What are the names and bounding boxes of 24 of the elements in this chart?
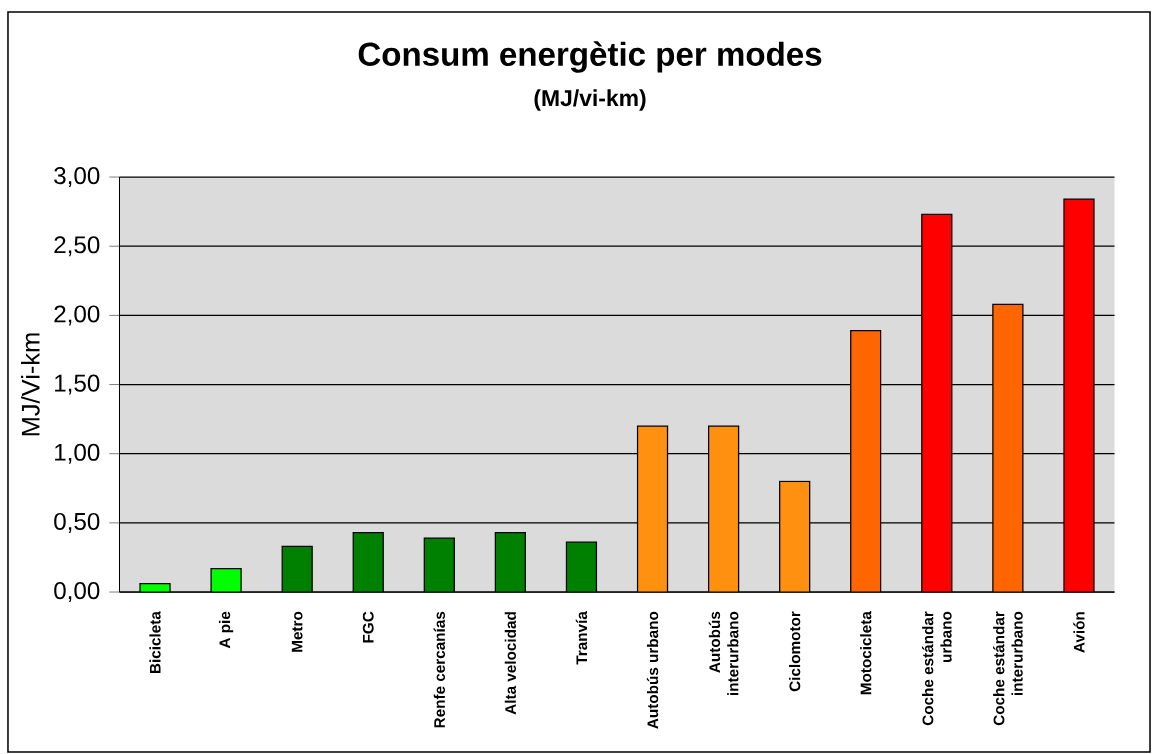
y-axis-title: MJ/Vi-km [21, 333, 40, 436]
x-tick-label: A pie [218, 611, 234, 649]
x-tick-label: Autobús interurbano [708, 611, 739, 695]
x-tick-label: Bicicleta [149, 611, 161, 674]
chart-title: Consum energètic per modes [358, 41, 822, 73]
x-tick-label: Coche estándar urbano [921, 611, 952, 726]
x-tick-label: Ciclomotor [789, 611, 801, 692]
x-tick-label: Renfe cercanías [433, 611, 445, 728]
x-tick-label: Tranvía [575, 611, 588, 665]
y-tick-label: 2,50 [54, 236, 100, 257]
x-tick-label: Motocicleta [860, 611, 872, 695]
x-tick-label: Autobús urbano [646, 611, 659, 729]
x-tick-label: Avión [1073, 612, 1085, 653]
y-tick-label: 1,50 [55, 374, 100, 395]
y-tick-label: 0,50 [54, 512, 100, 533]
y-tick-label: 1,00 [55, 443, 100, 464]
x-tick-label: Coche estándar interurbano [993, 611, 1023, 726]
y-tick-label: 0,00 [54, 582, 100, 603]
x-tick-label: Metro [291, 611, 303, 652]
x-tick-label: FGC [362, 611, 374, 643]
x-tick-label: Alta velocidad [504, 612, 516, 715]
chart-subtitle: (MJ/vi-km) [534, 89, 646, 111]
y-tick-label: 2,00 [54, 305, 100, 326]
y-tick-label: 3,00 [54, 167, 100, 188]
